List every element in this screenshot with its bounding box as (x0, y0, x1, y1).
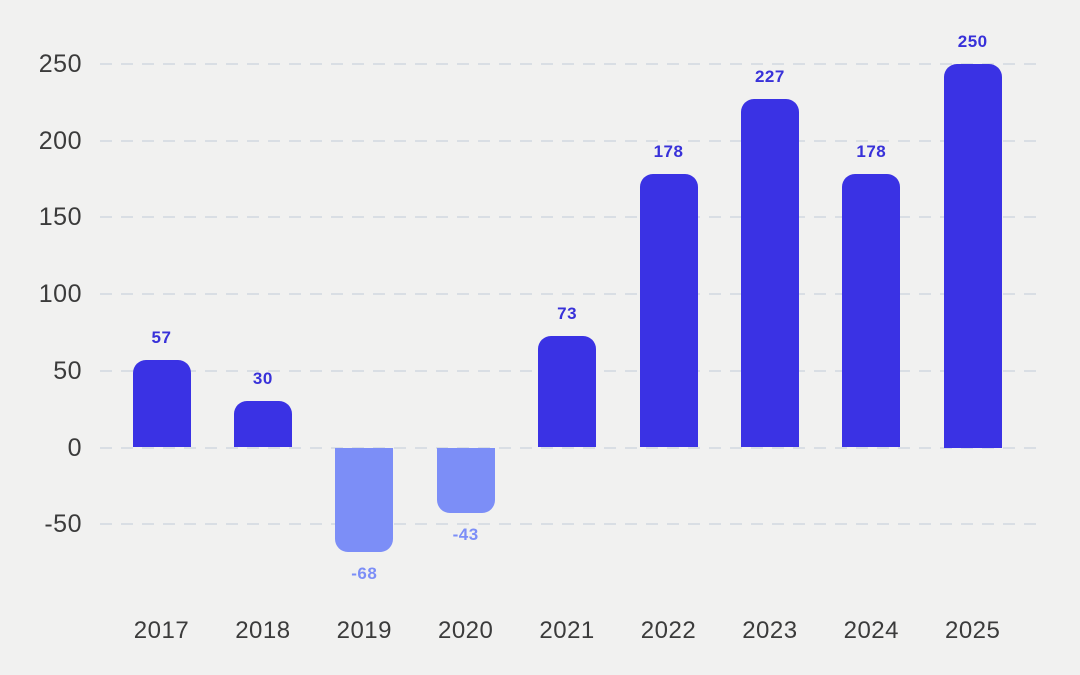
x-axis-tick-label: 2021 (539, 617, 595, 644)
x-axis-tick-label: 2025 (944, 617, 1001, 644)
bar-value-label: 57 (151, 328, 172, 348)
y-axis-tick-label: 200 (38, 126, 82, 155)
gridline (100, 63, 1045, 65)
bar-value-label: 250 (957, 32, 988, 51)
bar-2023 (740, 99, 799, 448)
x-axis-tick-label: 2017 (133, 617, 190, 644)
x-axis-tick-label: 2023 (742, 617, 798, 644)
bar-value-label: 227 (754, 67, 785, 87)
bar-2025 (943, 64, 1002, 448)
gridline (100, 293, 1045, 296)
x-axis-tick-label: 2020 (437, 617, 494, 644)
bar-value-label: 30 (252, 369, 273, 389)
bar-value-label: 178 (653, 142, 684, 162)
y-axis-tick-label: 150 (38, 203, 82, 232)
y-axis-tick-label: 50 (53, 356, 82, 385)
bar-value-label: 73 (557, 303, 578, 323)
y-axis-tick-label: 100 (38, 280, 82, 309)
x-axis-tick-label: 2019 (336, 617, 392, 644)
bar-2019 (335, 447, 394, 552)
x-axis-tick-label: 2024 (843, 617, 899, 644)
y-axis-tick-label: -50 (44, 510, 82, 539)
x-axis-tick-label: 2022 (640, 617, 697, 644)
y-axis-tick-label: 250 (38, 50, 82, 78)
bar-2020 (436, 447, 495, 514)
bar-value-label: 178 (856, 142, 887, 162)
gridline (100, 446, 1045, 449)
gridline (100, 216, 1045, 219)
bar-2017 (132, 360, 191, 448)
bar-2021 (538, 335, 597, 448)
gridline (100, 523, 1045, 526)
bar-2018 (233, 401, 292, 448)
gridline (100, 139, 1045, 142)
y-axis-tick-label: 0 (67, 433, 82, 462)
x-axis-tick-label: 2018 (235, 617, 291, 644)
bar-value-label: -68 (351, 563, 378, 583)
bar-2024 (842, 174, 901, 448)
bar-value-label: -43 (452, 525, 479, 545)
bar-2022 (639, 174, 698, 448)
